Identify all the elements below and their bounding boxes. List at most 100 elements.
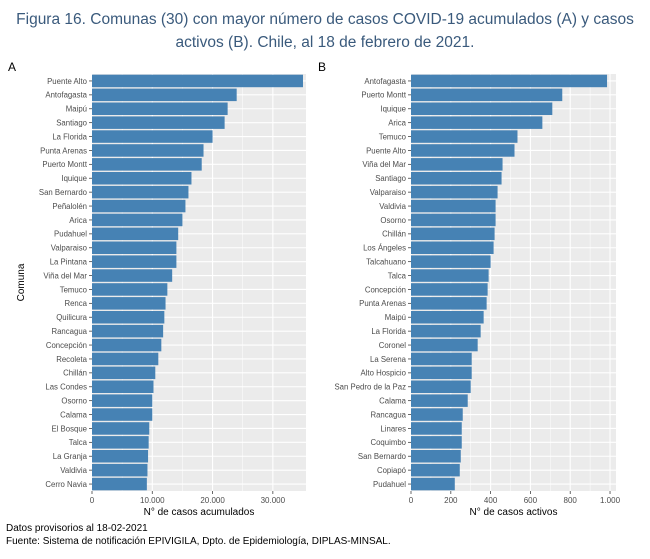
- chart-b-bar: [411, 380, 471, 394]
- chart-a-bar: [92, 477, 147, 491]
- chart-a-y-tick-label: Temuco: [60, 285, 88, 294]
- chart-a-bar: [92, 130, 213, 143]
- chart-b-bar: [411, 338, 478, 352]
- footer-source: Fuente: Sistema de notificación EPIVIGIL…: [6, 536, 391, 547]
- chart-a-bar: [92, 185, 189, 199]
- chart-a-y-tick-label: La Granja: [53, 452, 88, 461]
- chart-b-y-tick-label: Coquimbo: [370, 438, 406, 447]
- chart-a-y-tick-label: Concepción: [46, 341, 87, 350]
- chart-a-y-axis-title: Comuna: [16, 263, 27, 301]
- chart-b-bar: [411, 366, 472, 380]
- chart-a-bar: [92, 436, 149, 449]
- chart-a-bar: [92, 338, 162, 352]
- chart-a-bar: [92, 463, 148, 477]
- chart-b-y-tick-label: Talcahuano: [366, 257, 407, 266]
- chart-a-bar: [92, 227, 179, 241]
- chart-b-bar: [411, 241, 494, 255]
- chart-a-bar: [92, 408, 153, 421]
- chart-a-y-tick-label: La Pintana: [50, 257, 88, 266]
- chart-b-y-tick-label: Chillán: [382, 230, 406, 239]
- chart-b-y-tick-label: Santiago: [375, 174, 406, 183]
- chart-a-bar: [92, 366, 156, 380]
- chart-a-y-tick-label: Puerto Montt: [42, 160, 87, 169]
- footer-note: Datos provisorios al 18-02-2021: [6, 523, 148, 534]
- chart-a-x-tick-label: 20.000: [200, 496, 225, 505]
- chart-a-bar: [92, 213, 183, 227]
- chart-b-y-tick-label: Rancagua: [370, 410, 406, 419]
- chart-a-y-tick-label: Peñalolén: [52, 202, 87, 211]
- chart-a-y-tick-label: Las Condes: [45, 383, 87, 392]
- chart-b-x-tick-label: 600: [524, 496, 538, 505]
- chart-a-bar: [92, 352, 159, 366]
- chart-b-x-axis-title: N° de casos activos: [470, 507, 558, 518]
- chart-b-y-tick-label: Temuco: [379, 132, 407, 141]
- chart-b-bar: [411, 74, 608, 88]
- chart-a-y-tick-label: La Florida: [52, 132, 87, 141]
- chart-b-y-tick-label: Linares: [380, 424, 406, 433]
- chart-a-y-tick-label: Viña del Mar: [43, 271, 87, 280]
- chart-b-y-tick-label: La Serena: [370, 355, 407, 364]
- chart-a-bar: [92, 310, 165, 324]
- chart-b-bar: [411, 463, 460, 477]
- chart-a-y-tick-label: Arica: [69, 216, 87, 225]
- chart-a-panel-label: A: [8, 60, 16, 74]
- chart-a-x-tick-label: 30.000: [261, 496, 286, 505]
- chart-b-bar: [411, 269, 489, 282]
- chart-b-x-tick-label: 200: [444, 496, 458, 505]
- figure-title-line-1: Figura 16. Comunas (30) con mayor número…: [16, 11, 634, 28]
- chart-b-y-tick-label: Arica: [388, 118, 406, 127]
- chart-b-bar: [411, 199, 496, 213]
- chart-b-y-tick-label: Alto Hospicio: [360, 369, 406, 378]
- chart-b-x-tick-label: 1.000: [600, 496, 621, 505]
- chart-a-y-tick-label: Valdivia: [60, 466, 87, 475]
- chart-a-bar: [92, 297, 166, 310]
- chart-b-bar: [411, 394, 468, 407]
- chart-a-y-tick-label: Chillán: [63, 369, 87, 378]
- chart-b-y-tick-label: Puente Alto: [366, 146, 407, 155]
- chart-b-y-tick-label: Osorno: [380, 216, 406, 225]
- chart-b-bar: [411, 227, 495, 241]
- chart-b-bar: [411, 185, 498, 199]
- chart-a-bar: [92, 158, 202, 171]
- chart-b-bar: [411, 116, 543, 129]
- chart-a-bar: [92, 144, 204, 157]
- chart-b-y-tick-label: Pudahuel: [373, 480, 406, 489]
- chart-b-y-tick-label: Punta Arenas: [359, 299, 406, 308]
- chart-b-bar: [411, 422, 462, 435]
- chart-a-bar: [92, 171, 192, 185]
- chart-b-y-tick-label: San Bernardo: [358, 452, 407, 461]
- chart-b-y-tick-label: Viña del Mar: [362, 160, 406, 169]
- chart-b-y-tick-label: Antofagasta: [364, 77, 406, 86]
- figure-footer: Datos provisorios al 18-02-2021 Fuente: …: [6, 522, 391, 548]
- chart-b-bar: [411, 449, 461, 463]
- chart-b-y-tick-label: Valdivia: [379, 202, 406, 211]
- chart-b-x-tick-label: 0: [409, 496, 414, 505]
- chart-a-bar: [92, 283, 168, 296]
- chart-a-bar: [92, 102, 228, 116]
- chart-b-bar: [411, 171, 502, 185]
- chart-a-y-tick-label: Osorno: [61, 396, 87, 405]
- chart-b-y-tick-label: Calama: [379, 396, 407, 405]
- chart-a-bar: [92, 241, 177, 255]
- chart-a-bar: [92, 74, 303, 88]
- chart-b-y-tick-label: San Pedro de la Paz: [334, 383, 406, 392]
- chart-b-y-tick-label: Maipú: [385, 313, 406, 322]
- chart-a-y-tick-label: Quilicura: [56, 313, 87, 322]
- chart-b-bar: [411, 324, 481, 338]
- chart-b-bar: [411, 352, 472, 366]
- chart-b-bar: [411, 158, 503, 171]
- chart-a-bar: [92, 324, 164, 338]
- chart-a-y-tick-label: Rancagua: [51, 327, 87, 336]
- chart-a-y-tick-label: Maipú: [66, 105, 87, 114]
- figure-title: Figura 16. Comunas (30) con mayor número…: [0, 8, 650, 54]
- chart-a-y-tick-label: Renca: [64, 299, 87, 308]
- chart-b-bar: [411, 213, 496, 227]
- chart-b-y-tick-label: Coronel: [379, 341, 407, 350]
- chart-a-bar: [92, 422, 150, 435]
- chart-a-bar: [92, 255, 177, 268]
- chart-b-x-tick-label: 800: [564, 496, 578, 505]
- chart-b-x-tick-label: 400: [484, 496, 498, 505]
- chart-a-bar: [92, 116, 225, 129]
- chart-b-y-tick-label: Concepción: [365, 285, 406, 294]
- chart-b-bar: [411, 283, 488, 296]
